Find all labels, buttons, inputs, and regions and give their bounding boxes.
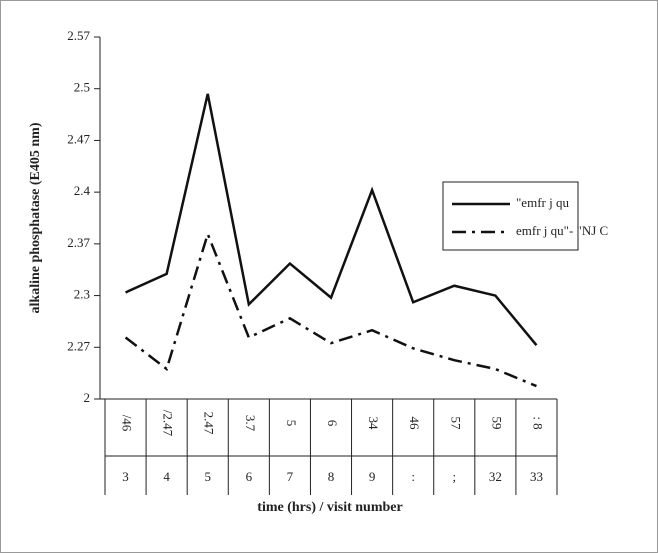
y-tick-label: 2.27 — [67, 338, 90, 353]
y-tick-label: 2.5 — [74, 80, 90, 95]
visit-number-label: 9 — [369, 469, 376, 484]
y-tick-label: 2.37 — [67, 235, 90, 250]
x-tick-label: 2.47 — [202, 412, 217, 435]
visit-number-label: : — [411, 469, 415, 484]
legend-label: emfr j qu"- "NJ C — [516, 223, 608, 238]
x-tick-label: 6 — [325, 420, 340, 427]
x-tick-label: /2.47 — [161, 410, 176, 437]
x-tick-label: 3.7 — [243, 415, 258, 432]
visit-number-label: 3 — [122, 469, 129, 484]
legend-box — [442, 181, 579, 251]
y-tick-label: 2.4 — [74, 183, 91, 198]
visit-number-label: 7 — [287, 469, 294, 484]
visit-number-label: 32 — [489, 469, 502, 484]
line-series — [124, 230, 537, 388]
y-tick-label: 2.57 — [67, 28, 90, 43]
legend-label: "emfr j qu — [516, 195, 569, 210]
x-tick-label: 34 — [366, 417, 381, 431]
visit-number-label: 4 — [163, 469, 170, 484]
visit-number-label: 6 — [246, 469, 253, 484]
y-tick-label: 2.3 — [74, 287, 90, 302]
y-tick-label: 2 — [84, 390, 91, 405]
x-tick-label: 46 — [407, 417, 422, 431]
x-tick-label: : 8 — [530, 416, 545, 429]
x-tick-label: 59 — [489, 417, 504, 430]
line-series — [125, 93, 538, 347]
visit-number-label: 5 — [204, 469, 211, 484]
x-tick-label: /46 — [120, 415, 135, 432]
y-axis-label: alkaline phosphatase (E405 nm) — [28, 122, 43, 313]
y-tick-label: 2.47 — [67, 131, 90, 146]
visit-number-label: ; — [452, 469, 456, 484]
visit-number-label: 33 — [530, 469, 543, 484]
visit-number-label: 8 — [328, 469, 335, 484]
x-tick-label: 5 — [284, 420, 299, 427]
x-axis-label: time (hrs) / visit number — [257, 500, 402, 515]
x-tick-label: 57 — [448, 417, 463, 431]
